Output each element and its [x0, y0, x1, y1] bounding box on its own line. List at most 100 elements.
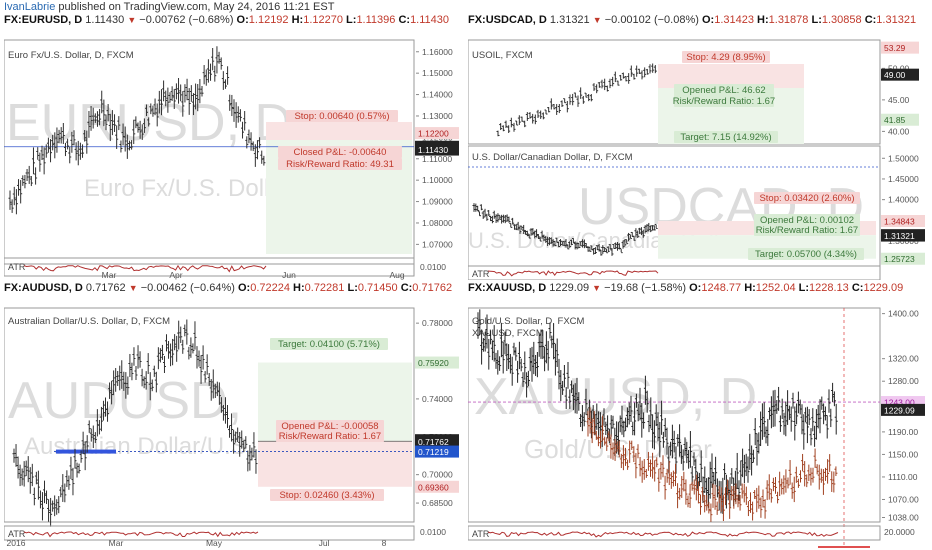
atr-tick: 0.0100 — [420, 262, 446, 272]
price-label: 0.75920 — [418, 358, 449, 368]
x-tick-label: Aug — [389, 270, 404, 280]
price-label-bg — [881, 403, 925, 416]
price-label: 41.85 — [884, 115, 906, 125]
close-value: 1.31321 — [876, 14, 917, 26]
price-label-bg — [415, 143, 459, 156]
y-tick-label: 1.11000 — [422, 154, 452, 164]
publish-info: published on TradingView.com, May 24, 20… — [55, 1, 335, 13]
position-tag: Risk/Reward Ratio: 1.67 — [673, 96, 775, 107]
price-label: 53.29 — [884, 43, 906, 53]
high-value: 1.31878 — [768, 14, 809, 26]
y-tick-label: 1.09000 — [422, 197, 453, 207]
inset-title: USOIL, FXCM — [472, 50, 533, 61]
price-label: 1.11430 — [418, 145, 448, 155]
position-tag-bg — [754, 192, 860, 204]
stop-zone — [266, 122, 412, 140]
panel-xauusd[interactable]: FX:XAUUSD, D 1229.09 ▼ −19.68 (−1.58%) O… — [468, 282, 928, 548]
position-tag: Target: 7.15 (14.92%) — [680, 132, 771, 143]
y-tick-label: 1.07000 — [422, 239, 453, 249]
x-tick-label: Sep — [860, 279, 875, 280]
price-label: 1.12200 — [418, 129, 449, 139]
down-arrow-icon: ▼ — [128, 283, 138, 293]
x-tick-label: Jul — [319, 538, 330, 548]
x-tick-label: Apr — [169, 270, 182, 280]
price-label-bg — [881, 252, 925, 265]
y-tick-label: 1.40000 — [888, 195, 919, 205]
position-tag: Opened P&L: -0.00058 — [281, 421, 378, 432]
position-tag-bg — [674, 84, 774, 96]
y-tick-label: 0.68500 — [422, 498, 453, 508]
atr-tick: 20.0000 — [884, 527, 915, 537]
price-change: −0.00102 (−0.08%) — [604, 14, 699, 26]
price-label-bg — [881, 41, 919, 54]
atr-line — [23, 264, 267, 273]
price-label: 1229.09 — [884, 405, 915, 415]
close-value: 0.71762 — [412, 282, 453, 294]
atr-frame — [4, 257, 415, 277]
last-price: 1.31321 — [549, 14, 590, 26]
y-tick-label: 1070.00 — [888, 494, 919, 504]
price-label-bg — [415, 127, 459, 140]
y-tick-label: 1280.00 — [888, 376, 919, 386]
y-tick-label: 1.08000 — [422, 218, 453, 228]
position-tag: Target: 0.04100 (5.71%) — [278, 339, 380, 350]
x-tick-label: May — [206, 538, 223, 548]
high-value: 0.72281 — [304, 282, 345, 294]
plot-frame — [4, 307, 415, 523]
x-tick-label: May — [600, 279, 617, 280]
watermark: XAUUSD, D — [474, 368, 757, 426]
symbol-header: FX:EURUSD, D 1.11430 ▼ −0.00762 (−0.68%)… — [4, 14, 450, 26]
open-value: 0.72224 — [250, 282, 290, 294]
position-tag-bg — [270, 489, 384, 501]
position-tag-bg — [270, 338, 388, 350]
author-link[interactable]: IvanLabrie — [4, 1, 56, 13]
chart-usdcad[interactable]: USOIL, FXCM Stop: 4.29 (8.95%) Opened P&L:… — [468, 28, 928, 280]
x-tick-label: Aug — [794, 279, 809, 280]
y-tick-label: 1.16000 — [422, 47, 453, 57]
chart-audusd[interactable]: Australian Dollar/U.S. Dollar, D, FXCM AU… — [4, 296, 462, 548]
x-tick-label: Jun — [517, 546, 531, 548]
y-tick-label: 40.00 — [888, 126, 910, 136]
y-tick-label: 1.14000 — [422, 90, 453, 100]
panel-eurusd[interactable]: FX:EURUSD, D 1.11430 ▼ −0.00762 (−0.68%)… — [4, 14, 462, 280]
price-label: 0.69360 — [418, 482, 449, 492]
price-label-bg — [881, 68, 919, 81]
symbol-header: FX:USDCAD, D 1.31321 ▼ −0.00102 (−0.08%)… — [468, 14, 917, 26]
panel-usdcad[interactable]: FX:USDCAD, D 1.31321 ▼ −0.00102 (−0.08%)… — [468, 14, 928, 280]
panel-audusd[interactable]: FX:AUDUSD, D 0.71762 ▼ −0.00462 (−0.64%)… — [4, 282, 462, 548]
price-label-bg — [415, 445, 459, 458]
price-label-bg — [881, 113, 919, 126]
y-tick-label: 1150.00 — [888, 449, 918, 459]
price-label-bg — [415, 356, 459, 369]
x-tick-label: Mar — [477, 279, 492, 280]
price-change: −0.00462 (−0.64%) — [140, 282, 235, 294]
price-label: 49.00 — [884, 70, 906, 80]
x-tick-label: Mar — [102, 270, 117, 280]
price-label-bg — [881, 214, 925, 227]
y-tick-label: 1320.00 — [888, 354, 919, 364]
high-value: 1.12270 — [303, 14, 343, 26]
position-tag: Opened P&L: 0.00102 — [760, 215, 854, 226]
chart-title: U.S. Dollar/Canadian Dollar, D, FXCM — [472, 152, 633, 163]
position-tag-bg — [682, 51, 770, 63]
position-tag: Risk/Reward Ratio: 1.67 — [279, 431, 381, 442]
support-zone — [56, 449, 116, 454]
price-label: 0.71762 — [418, 437, 449, 447]
price-label-bg — [415, 480, 459, 493]
y-tick-label: 1.50000 — [888, 153, 919, 163]
y-tick-label: 1.13000 — [422, 111, 453, 121]
last-price: 1.11430 — [85, 14, 125, 26]
x-tick-label: 2016 — [759, 546, 778, 548]
y-tick-label: 1038.00 — [888, 512, 919, 522]
y-tick-label: 1190.00 — [888, 427, 918, 437]
position-tag-bg — [748, 248, 864, 260]
y-tick-label: 1.15000 — [422, 68, 453, 78]
price-label-bg — [881, 229, 925, 242]
y-tick-label: 0.78000 — [422, 318, 453, 328]
x-tick-label: Jun — [671, 279, 685, 280]
position-tag-bg — [276, 430, 384, 442]
position-tag: Stop: 4.29 (8.95%) — [686, 52, 765, 63]
